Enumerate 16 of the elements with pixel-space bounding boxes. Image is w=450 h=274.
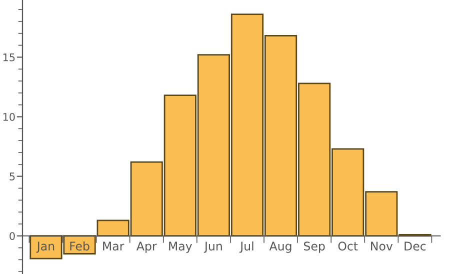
y-tick-label: 15 — [3, 54, 15, 62]
x-tick-label: Jul — [240, 241, 254, 253]
x-tick-label: Jun — [204, 242, 222, 253]
y-tick-label: 5 — [10, 172, 15, 180]
y-tick-label: 10 — [3, 112, 15, 121]
x-tick-label: Apr — [136, 242, 157, 253]
x-tick-label: Oct — [338, 242, 358, 251]
x-tick-label: May — [169, 242, 192, 253]
x-tick-label: Aug — [269, 242, 292, 253]
x-tick-label: Jan — [36, 242, 54, 253]
x-tick-label: Nov — [371, 242, 393, 251]
x-tick-label: Mar — [103, 242, 124, 251]
x-tick-label: Sep — [304, 242, 325, 253]
y-tick-label: 0 — [10, 232, 15, 240]
x-tick-label: Feb — [70, 241, 90, 251]
x-tick-label: Dec — [404, 242, 426, 251]
